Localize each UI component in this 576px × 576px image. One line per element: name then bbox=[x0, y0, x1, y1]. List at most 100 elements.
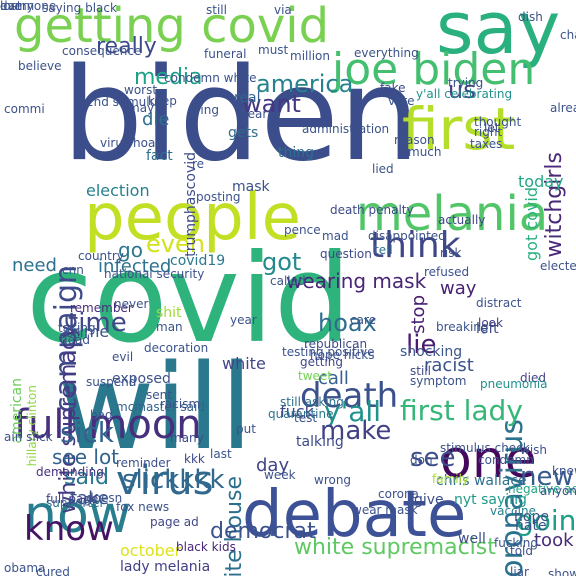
word-72: chris wallace bbox=[436, 473, 527, 489]
word-84: page ad bbox=[150, 515, 199, 529]
word-193: suspend bbox=[86, 375, 137, 389]
word-171: testing positive bbox=[282, 345, 375, 359]
word-117: y'all celebrating bbox=[416, 87, 513, 101]
word-134: evil bbox=[112, 350, 134, 364]
word-110: disappointed bbox=[368, 229, 446, 243]
word-78: hate bbox=[515, 518, 547, 534]
word-76: give bbox=[414, 492, 444, 508]
word-184: obama bbox=[4, 561, 46, 575]
word-81: condemn bbox=[478, 453, 534, 467]
word-132: cnn bbox=[62, 263, 84, 277]
word-93: republican bbox=[304, 337, 368, 351]
word-57: white bbox=[222, 354, 266, 373]
word-154: may bbox=[128, 101, 155, 115]
word-69: covid19 bbox=[170, 253, 226, 269]
word-43: see bbox=[410, 443, 456, 473]
word-45: election bbox=[86, 181, 150, 200]
word-80: vaccine bbox=[490, 504, 536, 518]
word-152: chant bbox=[560, 28, 576, 42]
word-31: y'all bbox=[324, 395, 381, 428]
word-51: go bbox=[118, 238, 143, 262]
word-75: took bbox=[534, 530, 574, 551]
word-8: joe biden bbox=[332, 44, 536, 95]
word-29: witchgirls bbox=[542, 152, 567, 258]
word-173: ain slick bbox=[4, 430, 53, 444]
word-30: sick bbox=[60, 416, 114, 449]
word-42: see lot bbox=[52, 445, 120, 469]
word-148: saying black bbox=[42, 1, 117, 15]
word-32: make bbox=[320, 416, 392, 446]
word-88: supporter bbox=[46, 496, 105, 510]
word-40: got bbox=[262, 248, 302, 276]
word-175: sent bbox=[146, 388, 172, 402]
word-85: quarantine bbox=[268, 407, 334, 421]
word-188: fox news bbox=[116, 500, 170, 514]
word-0: biden bbox=[62, 41, 420, 190]
word-176: racism bbox=[160, 397, 201, 411]
word-186: liar bbox=[510, 565, 529, 576]
word-66: gets bbox=[228, 125, 259, 141]
word-27: really bbox=[96, 34, 157, 59]
word-135: man bbox=[156, 320, 183, 334]
word-44: infected bbox=[98, 256, 172, 277]
word-189: doesn bbox=[86, 491, 123, 505]
word-133: never bbox=[114, 297, 149, 311]
word-73: nyt saying bbox=[454, 492, 527, 508]
word-1: covid bbox=[26, 228, 352, 370]
word-177: week bbox=[264, 468, 296, 482]
word-109: mad bbox=[322, 229, 349, 243]
word-59: crime bbox=[64, 322, 110, 341]
word-33: going bbox=[516, 504, 576, 537]
word-56: october bbox=[120, 541, 182, 560]
word-162: posting bbox=[196, 190, 241, 204]
word-91: hillary clinton bbox=[25, 385, 39, 467]
word-124: funeral bbox=[204, 47, 247, 61]
word-130: pence bbox=[284, 223, 321, 237]
word-6: say bbox=[436, 0, 561, 70]
word-167: national security bbox=[104, 267, 205, 281]
word-166: distract bbox=[476, 296, 522, 310]
word-170: decoration bbox=[144, 341, 209, 355]
word-121: via bbox=[274, 3, 292, 17]
word-141: family bbox=[432, 472, 470, 486]
word-60: shit bbox=[156, 305, 182, 321]
word-71: talking bbox=[296, 434, 344, 450]
word-106: called bbox=[270, 274, 306, 288]
word-61: racist bbox=[424, 355, 474, 376]
word-108: tell bbox=[374, 243, 393, 257]
word-147: re bbox=[192, 157, 205, 171]
word-127: 2nd stimulus bbox=[86, 95, 164, 109]
word-34: democrat bbox=[210, 519, 316, 544]
word-35: slickkkk bbox=[122, 465, 225, 495]
word-18: death bbox=[300, 376, 399, 416]
word-95: symptom bbox=[410, 374, 467, 388]
word-25: want bbox=[242, 90, 301, 118]
word-157: administration bbox=[302, 122, 390, 136]
word-105: tweet bbox=[298, 369, 332, 383]
word-12: full moon bbox=[14, 402, 202, 448]
word-67: thing bbox=[278, 145, 315, 161]
word-52: need bbox=[12, 255, 57, 276]
word-37: lie bbox=[406, 330, 437, 360]
word-182: fucking bbox=[494, 536, 538, 550]
word-185: cured bbox=[36, 565, 70, 576]
word-118: fake bbox=[380, 81, 406, 95]
word-119: everything bbox=[354, 46, 419, 60]
word-129: lying bbox=[190, 103, 219, 117]
word-3: debate bbox=[242, 478, 467, 552]
word-156: trying bbox=[448, 76, 484, 90]
word-16: virus bbox=[116, 458, 214, 504]
word-26: america bbox=[256, 70, 354, 98]
word-138: kkk bbox=[184, 452, 205, 466]
word-131: country bbox=[78, 249, 124, 263]
word-14: think bbox=[370, 225, 461, 266]
word-46: die bbox=[142, 109, 170, 130]
word-49: today bbox=[518, 172, 564, 191]
word-111: death penalty bbox=[330, 203, 414, 217]
word-137: many bbox=[170, 431, 204, 445]
word-83: black kids bbox=[176, 540, 236, 554]
word-139: last bbox=[210, 447, 232, 461]
word-179: anyone bbox=[540, 484, 576, 498]
word-68: real bbox=[234, 90, 261, 106]
